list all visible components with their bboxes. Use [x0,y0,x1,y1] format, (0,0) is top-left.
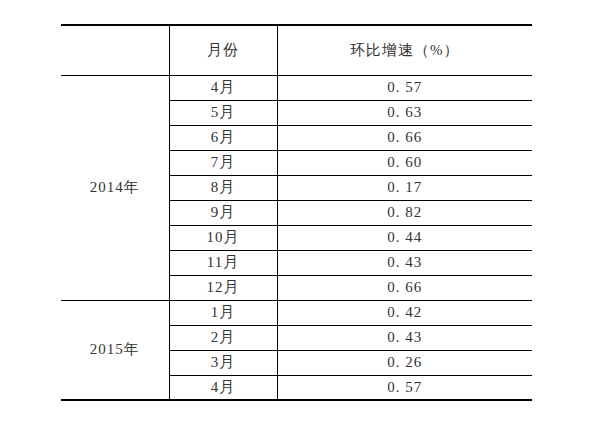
growth-value-cell: 0. 82 [277,200,532,225]
growth-value-cell: 0. 43 [277,325,532,350]
growth-value-cell: 0. 26 [277,350,532,375]
month-cell: 12月 [169,275,277,300]
month-cell: 8月 [169,175,277,200]
month-cell: 2月 [169,325,277,350]
month-cell: 6月 [169,125,277,150]
growth-value-cell: 0. 57 [277,375,532,400]
growth-value-cell: 0. 42 [277,300,532,325]
month-cell: 7月 [169,150,277,175]
growth-value-cell: 0. 66 [277,275,532,300]
table-row: 2014年4月0. 57 [61,75,532,100]
month-cell: 4月 [169,375,277,400]
table-row: 2015年1月0. 42 [61,300,532,325]
growth-value-cell: 0. 43 [277,250,532,275]
growth-value-cell: 0. 60 [277,150,532,175]
monthly-growth-table: 月份 环比增速（%） 2014年4月0. 575月0. 636月0. 667月0… [61,24,532,401]
month-cell: 3月 [169,350,277,375]
header-cell-growth: 环比增速（%） [277,25,532,75]
year-cell: 2015年 [61,300,169,400]
growth-value-cell: 0. 66 [277,125,532,150]
header-cell-year [61,25,169,75]
growth-value-cell: 0. 44 [277,225,532,250]
month-cell: 9月 [169,200,277,225]
month-cell: 10月 [169,225,277,250]
growth-value-cell: 0. 17 [277,175,532,200]
month-cell: 11月 [169,250,277,275]
month-cell: 1月 [169,300,277,325]
header-row: 月份 环比增速（%） [61,25,532,75]
month-cell: 4月 [169,75,277,100]
growth-value-cell: 0. 63 [277,100,532,125]
header-cell-month: 月份 [169,25,277,75]
page: 月份 环比增速（%） 2014年4月0. 575月0. 636月0. 667月0… [0,0,608,433]
month-cell: 5月 [169,100,277,125]
year-cell: 2014年 [61,75,169,300]
growth-value-cell: 0. 57 [277,75,532,100]
